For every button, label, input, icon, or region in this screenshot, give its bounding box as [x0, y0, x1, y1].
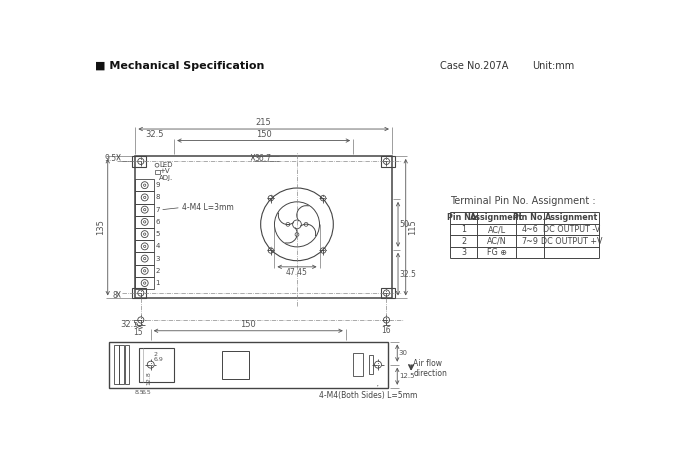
Text: DC OUTPUT -V: DC OUTPUT -V — [542, 225, 600, 234]
Bar — [369, 355, 373, 374]
Bar — [135, 277, 154, 289]
Text: 1: 1 — [461, 225, 466, 234]
Text: DC OUTPUT +V: DC OUTPUT +V — [540, 236, 602, 245]
Text: 6.9: 6.9 — [154, 356, 164, 362]
Text: 135: 135 — [97, 219, 106, 235]
Text: 215: 215 — [256, 118, 272, 127]
Text: 5: 5 — [155, 231, 160, 237]
Bar — [354, 353, 363, 376]
Bar — [135, 156, 392, 298]
Text: 50: 50 — [400, 220, 410, 229]
Text: 32.5: 32.5 — [120, 320, 139, 329]
Text: 2: 2 — [154, 352, 158, 357]
Text: Pin No.: Pin No. — [447, 213, 480, 222]
Bar — [135, 265, 154, 277]
Text: 2: 2 — [461, 236, 466, 245]
Text: 6: 6 — [155, 219, 160, 225]
Text: 150: 150 — [240, 320, 256, 329]
Text: 9.5: 9.5 — [105, 154, 117, 163]
Text: 4-M4 L=3mm: 4-M4 L=3mm — [183, 203, 235, 212]
Text: 30: 30 — [399, 350, 408, 356]
Text: 2: 2 — [155, 268, 160, 274]
Text: AC/L: AC/L — [487, 225, 505, 234]
Text: Case No.207A: Case No.207A — [440, 61, 508, 71]
Text: 8.5: 8.5 — [135, 390, 145, 395]
Text: AC/N: AC/N — [486, 236, 506, 245]
Bar — [135, 228, 154, 240]
Text: Terminal Pin No. Assignment :: Terminal Pin No. Assignment : — [449, 196, 595, 206]
Text: 32.5: 32.5 — [146, 130, 164, 139]
Bar — [135, 216, 154, 228]
Text: Assignment: Assignment — [470, 213, 523, 222]
Bar — [135, 240, 154, 253]
Text: 16: 16 — [382, 326, 391, 335]
Bar — [125, 346, 130, 384]
Text: 4~6: 4~6 — [522, 225, 538, 234]
Text: 115: 115 — [408, 219, 417, 235]
Text: Assignment: Assignment — [545, 213, 598, 222]
Text: 3: 3 — [461, 248, 466, 257]
Bar — [135, 179, 154, 191]
Text: 7: 7 — [155, 207, 160, 213]
Bar — [132, 287, 146, 298]
Text: Air flow
direction: Air flow direction — [414, 359, 447, 378]
Text: Pin No.: Pin No. — [513, 213, 546, 222]
Text: 8: 8 — [112, 291, 117, 300]
Text: +V: +V — [160, 169, 170, 174]
Text: 8: 8 — [155, 194, 160, 201]
Bar — [155, 170, 160, 174]
Bar — [381, 156, 395, 167]
Bar — [119, 346, 124, 384]
Text: 15: 15 — [133, 328, 143, 337]
Bar — [108, 342, 388, 388]
Text: 6.5: 6.5 — [141, 390, 151, 395]
Text: FG ⊕: FG ⊕ — [486, 248, 507, 257]
Bar — [135, 203, 154, 216]
Text: 4: 4 — [155, 244, 160, 249]
Text: 32.5: 32.5 — [400, 270, 416, 278]
Text: 9: 9 — [155, 182, 160, 188]
Text: 4-M4(Both Sides) L=5mm: 4-M4(Both Sides) L=5mm — [318, 386, 417, 400]
Text: ADJ.: ADJ. — [160, 175, 174, 180]
Text: 1: 1 — [155, 280, 160, 286]
Text: LED: LED — [160, 162, 173, 168]
Bar — [135, 191, 154, 203]
Text: 12.8: 12.8 — [146, 371, 151, 385]
Bar — [135, 253, 154, 265]
Text: 47.45: 47.45 — [286, 269, 308, 278]
Bar — [381, 287, 395, 298]
Bar — [114, 346, 118, 384]
Text: 12.5: 12.5 — [399, 373, 414, 379]
Text: Unit:mm: Unit:mm — [532, 61, 574, 71]
Text: ■ Mechanical Specification: ■ Mechanical Specification — [95, 61, 265, 71]
Text: 36.7: 36.7 — [255, 154, 272, 163]
Bar — [132, 156, 146, 167]
Text: 3: 3 — [155, 256, 160, 261]
Text: 150: 150 — [256, 130, 272, 139]
Bar — [223, 351, 249, 379]
Bar — [139, 347, 174, 382]
Text: 7~9: 7~9 — [522, 236, 538, 245]
